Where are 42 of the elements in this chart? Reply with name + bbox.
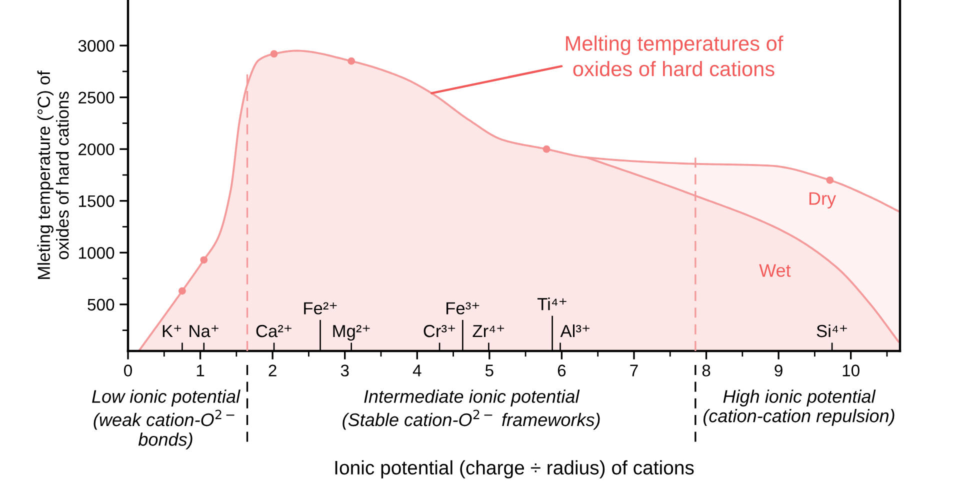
series-label: Wet [759, 264, 791, 277]
annotation: Cr³⁺ [424, 324, 456, 338]
y-tick-label: 2000 [78, 144, 114, 156]
text: Intermediate ionic potential (Stable cation-O$^{2−}$ frameworks) [342, 390, 600, 430]
x-tick-label: 5 [485, 364, 494, 376]
point [178, 287, 186, 295]
x-tick-label: 8 [702, 364, 710, 376]
x-tick-label: 7 [630, 364, 638, 376]
point [200, 256, 208, 264]
point [542, 145, 550, 153]
text: High ionic potential (cation-cation repulsion) [704, 390, 894, 426]
y-axis-title: Mleting temperature (°C) of oxides of hard cations [37, 70, 69, 279]
annotation: Fe³⁺ [446, 302, 480, 314]
annotation: Fe²⁺ [304, 302, 337, 314]
x-tick-label: 1 [196, 364, 204, 376]
x-tick-label: 2 [268, 364, 276, 376]
annotation: Al³⁺ [560, 324, 590, 338]
x-tick-label: 4 [412, 364, 422, 376]
annotation: Melting temperatures of oxides of hard cations [566, 36, 784, 76]
annotation: Si⁴⁺ [816, 324, 847, 338]
x-tick-label: 10 [842, 364, 860, 376]
point [348, 57, 356, 65]
point [826, 176, 834, 184]
y-tick-label: 2500 [78, 92, 114, 104]
annotation: Ca²⁺ [256, 324, 292, 338]
y-tick-label: 1000 [79, 247, 114, 259]
text: Low ionic potential (weak cation-O$^{2−}$ bonds) [92, 390, 240, 450]
x-tick-label: 9 [774, 364, 782, 376]
x-tick-label: 0 [124, 364, 132, 376]
annotation: Mg²⁺ [333, 324, 370, 341]
annotation: Ti⁴⁺ [537, 298, 566, 310]
series-label: Dry [809, 192, 836, 208]
annotation: K⁺ [162, 325, 182, 338]
point [270, 50, 278, 58]
annotation: Na⁺ [190, 325, 218, 338]
y-tick-label: 3000 [78, 40, 114, 52]
y-tick-label: 1500 [79, 195, 114, 208]
y-tick-label: 500 [88, 298, 114, 311]
x-axis-title: Ionic potential (charge ÷ radius) of cations [335, 460, 694, 478]
x-tick-label: 3 [340, 364, 349, 376]
x-tick-label: 6 [558, 364, 566, 376]
annotation: Zr⁴⁺ [472, 325, 504, 338]
